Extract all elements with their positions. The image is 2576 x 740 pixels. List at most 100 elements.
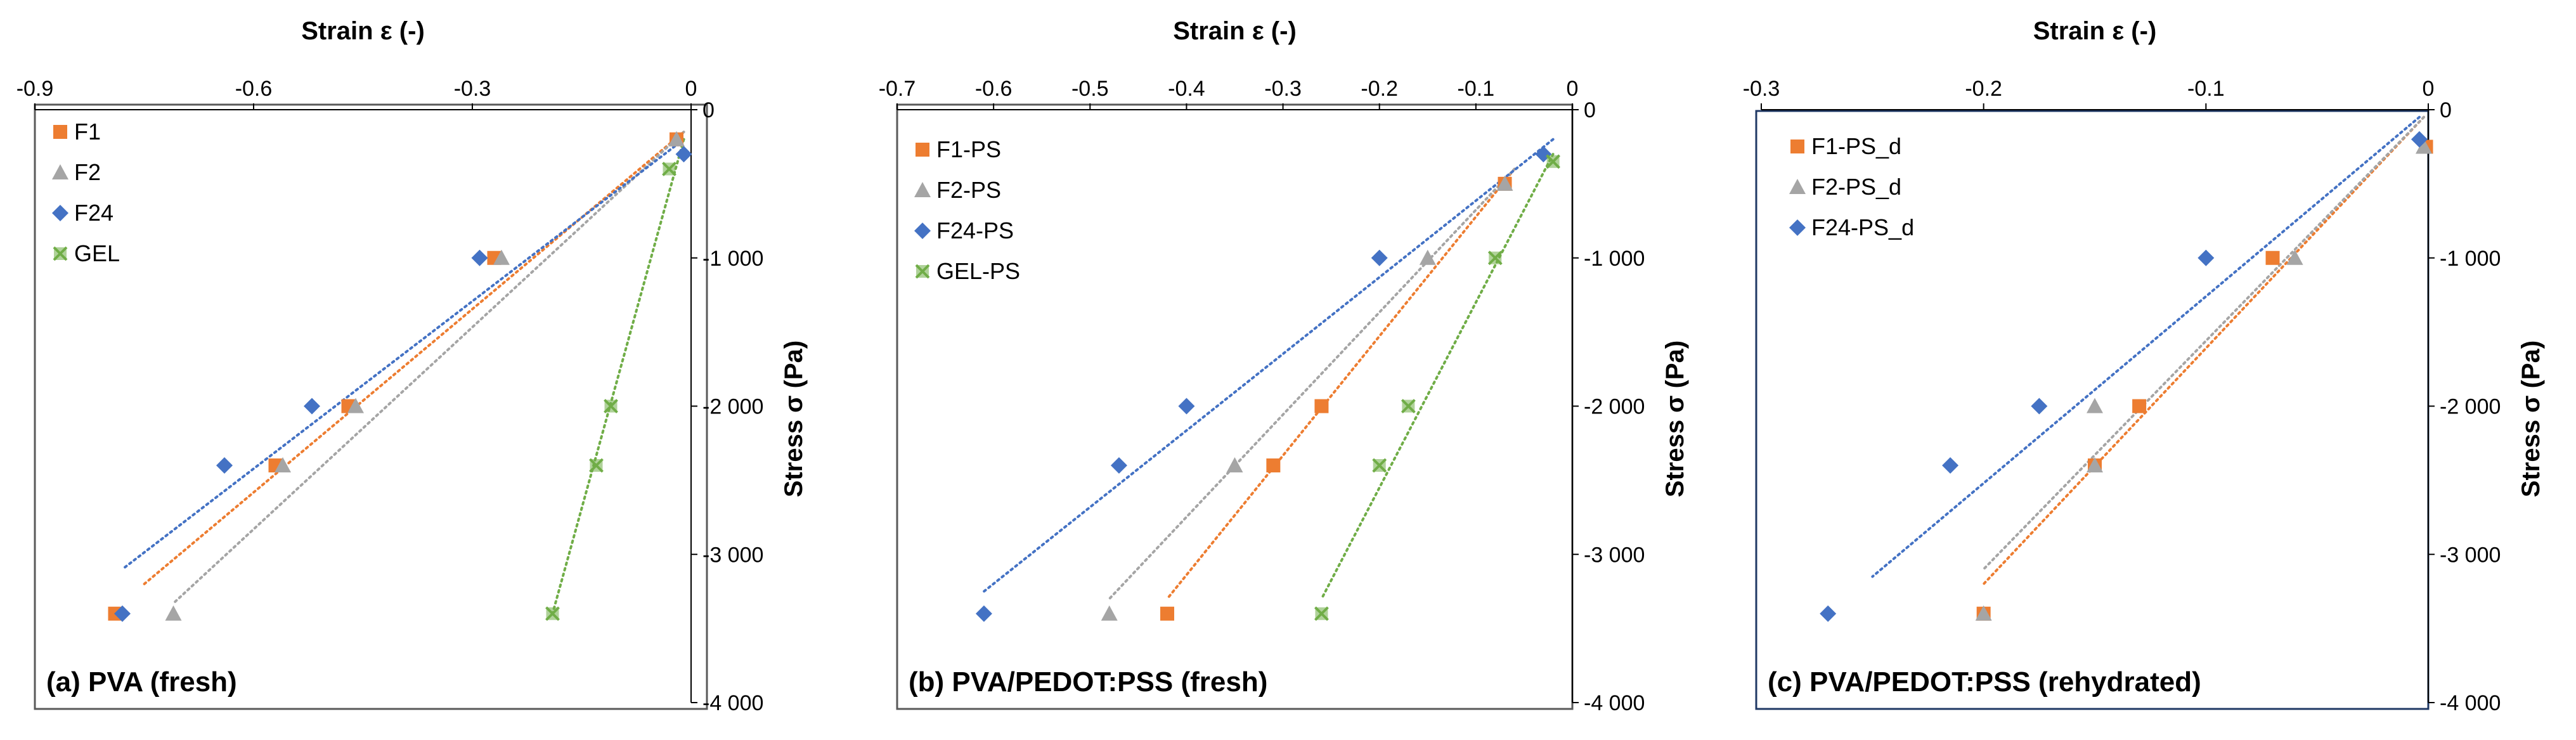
x-tick-label: -0.6 [975,77,1013,101]
data-point-gel [662,162,676,176]
data-point-gel-ps-cross [1372,458,1387,473]
y-axis-title: Stress σ (Pa) [780,341,808,497]
legend-label-f1: F1 [74,119,101,145]
data-point-f24 [675,146,692,163]
data-point-f2 [668,131,685,146]
data-point-f24-ps [1110,457,1127,474]
data-point-gel-ps [1314,606,1329,621]
y-tick-label: 0 [702,98,715,122]
trendline-f24-ps [982,138,1555,593]
legend-marker-f24 [52,205,68,221]
data-point-gel-ps [1401,399,1416,413]
legend-label-gel-ps: GEL-PS [936,258,1020,284]
trendline-f24 [121,138,685,571]
data-point-gel-ps [1372,458,1387,473]
data-point-gel-ps [1487,250,1503,266]
data-point-gel-cross [589,458,604,473]
chart-panel-3: -0.3 -0.2 -0.1 0 Strain ε (-) 0 -1 000 -2 000 -3… [1743,17,2545,715]
data-point-gel-ps-cross [1487,250,1503,266]
legend-label-f2: F2 [74,159,101,185]
y-axis-title: Stress σ (Pa) [1661,341,1689,497]
x-tick-label: -0.7 [879,77,916,101]
y-tick-label: -1 000 [702,247,763,271]
data-point-gel-cross [604,399,618,413]
data-point-f2-ps [1496,175,1513,191]
x-axis-title: Strain ε (-) [301,17,425,45]
legend-marker-gel-ps [915,264,930,279]
chart-panel-2: -0.7 -0.6 -0.5 -0.4 -0.3 -0.2 -0.1 0 Strain ε (-… [879,17,1689,715]
legend-marker-f2-ps [914,182,931,197]
data-point-f24-ps-d [2411,131,2428,148]
data-point-f1-ps-d [2265,250,2280,265]
legend-label-f24: F24 [74,200,113,226]
trendline-f24-ps-d [1871,115,2421,578]
data-point-f24-ps [975,605,992,622]
x-tick-label: 0 [2423,77,2435,101]
data-point-f2-ps [1101,605,1118,621]
legend-marker-f2-ps-d [1789,179,1806,194]
x-tick-label: -0.3 [1264,77,1302,101]
legend-marker-f2 [52,164,68,179]
data-point-f2-ps-d [2415,138,2432,154]
data-point-gel-cross [545,606,560,621]
legend-label-f24-ps-d: F24-PS_d [1811,214,1914,240]
data-point-gel-cross [662,162,676,176]
data-point-f2-ps [1419,249,1436,265]
data-point-f1-ps [1266,458,1281,472]
data-point-f24 [304,398,320,415]
y-tick-label: -3 000 [1584,543,1645,567]
x-tick-label: -0.1 [2187,77,2225,101]
data-point-gel [589,458,604,473]
panel-label: (c) PVA/PEDOT:PSS (rehydrated) [1768,666,2201,698]
panel-label: (b) PVA/PEDOT:PSS (fresh) [909,666,1267,698]
data-point-f24 [471,249,488,266]
data-point-f2-ps [1226,457,1243,472]
data-point-f24-ps-d [1820,605,1837,622]
y-tick-label: -1 000 [1584,247,1645,271]
data-point-f24-ps [1178,398,1195,415]
trendline-f2-ps [1108,167,1516,600]
y-tick-label: -3 000 [702,543,763,567]
data-point-f1-ps [1160,606,1174,621]
data-point-gel [545,606,560,621]
x-tick-label: -0.6 [235,77,273,101]
y-tick-label: -4 000 [1584,691,1645,715]
data-point-f2 [347,398,364,413]
y-tick-label: -1 000 [2440,247,2501,271]
y-tick-label: -2 000 [2440,395,2501,419]
trendline-f1-ps [1166,167,1516,600]
data-point-f24-ps-d [2197,249,2215,266]
data-point-f24 [216,457,233,474]
legend-label-f2-ps-d: F2-PS_d [1811,174,1901,200]
legend-marker-f1-ps [916,143,929,157]
x-tick-label: -0.9 [16,77,54,101]
data-point-f1-ps-d [2132,399,2147,413]
legend-label-gel: GEL [74,240,120,266]
legend-label-f2-ps: F2-PS [936,177,1001,203]
chart-panel-1: -0.9 -0.6 -0.3 0 Strain ε (-) 0 -1 000 -2 000 -3… [16,17,808,715]
data-point-f2-ps-d [2087,457,2103,472]
legend-label-f1-ps: F1-PS [936,136,1001,162]
x-tick-label: -0.5 [1071,77,1109,101]
y-axis-title: Stress σ (Pa) [2517,341,2545,497]
data-point-gel-ps-cross [1401,399,1416,413]
x-axis-title: Strain ε (-) [2033,17,2157,45]
trendline-f2-ps-d [1982,115,2425,571]
data-point-f2-ps-d [2286,249,2303,265]
panel-label: (a) PVA (fresh) [46,666,237,698]
y-tick-label: -4 000 [2440,691,2501,715]
x-tick-label: 0 [685,77,697,101]
y-tick-label: 0 [2440,98,2452,122]
legend-marker-gel [53,246,68,261]
x-tick-label: 0 [1567,77,1579,101]
legend-marker-gel-cross [53,246,68,261]
legend-marker-f1-ps-d [1790,140,1804,153]
data-point-f24 [114,605,131,622]
trendline-gel-ps [1320,153,1555,600]
data-point-f1-ps [1314,399,1329,413]
x-tick-label: -0.2 [1361,77,1398,101]
x-tick-label: -0.1 [1458,77,1495,101]
legend-marker-f24-ps-d [1789,219,1806,236]
y-tick-label: 0 [1584,98,1596,122]
